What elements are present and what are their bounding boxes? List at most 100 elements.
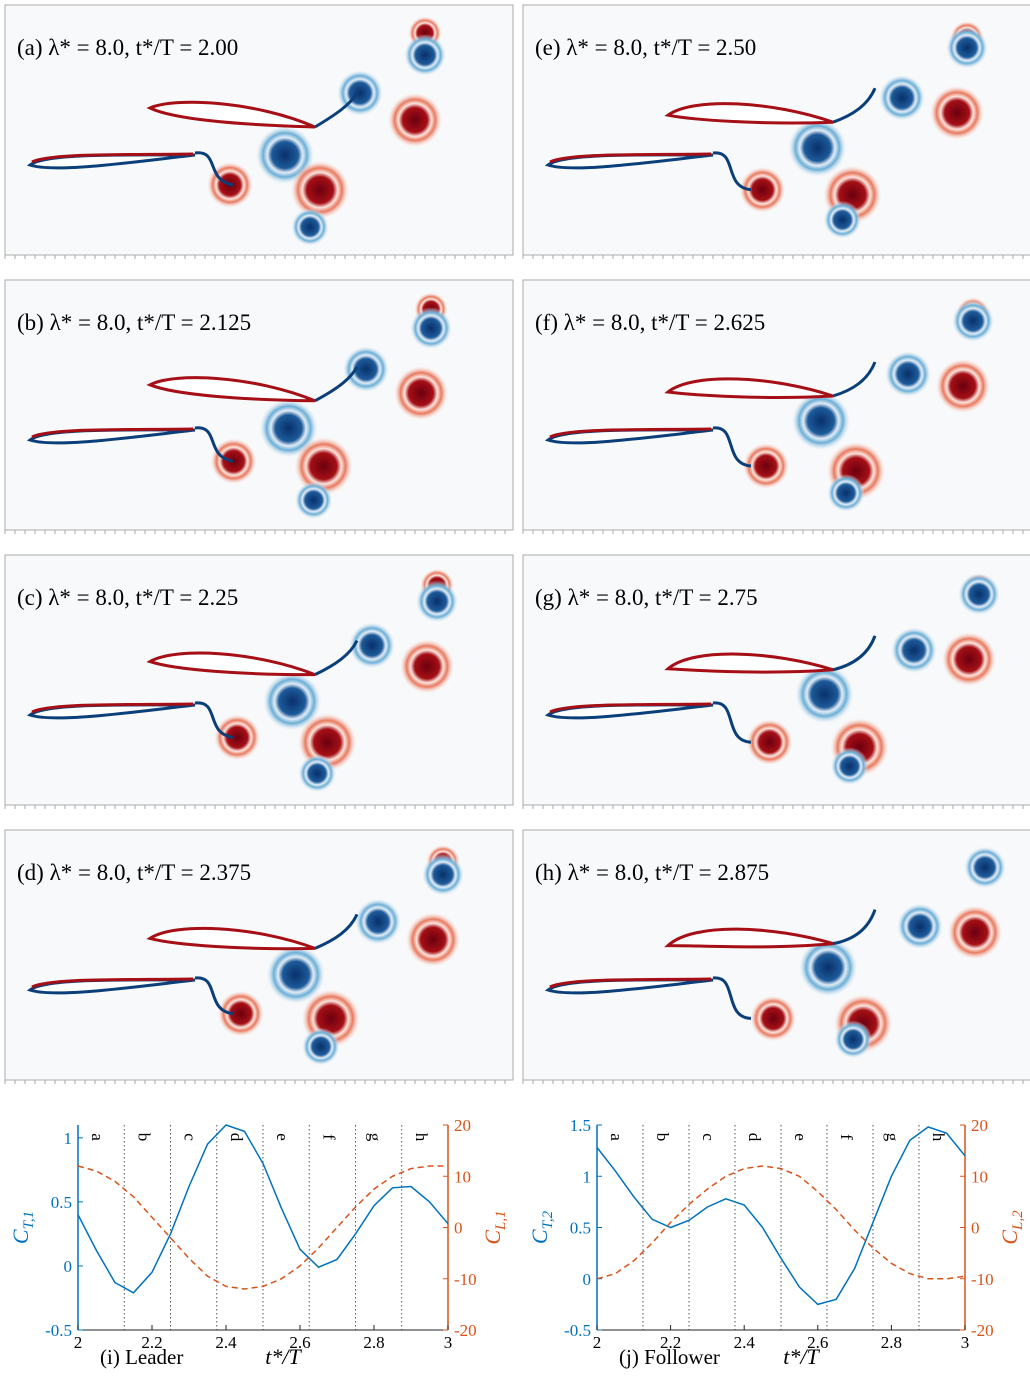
x-axis-title: t*/T xyxy=(783,1344,820,1369)
y2-tick-label: -20 xyxy=(454,1321,477,1340)
vortex xyxy=(400,639,455,694)
x-axis-title-base: t*/T xyxy=(783,1344,820,1369)
phase-label: e xyxy=(273,1133,292,1141)
page: {"panels": [ {"label": "(a) λ* = 8.0, t*… xyxy=(0,0,1030,1377)
vortex xyxy=(952,300,994,342)
vortex xyxy=(795,665,854,724)
y-axis-title-base: C xyxy=(527,1229,552,1244)
y-axis-title-sub: T,1 xyxy=(21,1211,37,1229)
y-tick-label: -0.5 xyxy=(564,1321,591,1340)
x-axis-title-base: t*/T xyxy=(265,1344,302,1369)
y2-tick-label: 20 xyxy=(454,1116,471,1135)
vortex xyxy=(388,93,443,148)
vortex xyxy=(422,854,464,896)
panel-label: (f) λ* = 8.0, t*/T = 2.625 xyxy=(535,310,765,335)
flow-panel: (f) λ* = 8.0, t*/T = 2.625 xyxy=(523,280,1030,534)
panel-label: (h) λ* = 8.0, t*/T = 2.875 xyxy=(535,860,769,885)
vortex xyxy=(343,346,389,392)
y2-tick-label: -10 xyxy=(454,1270,477,1289)
phase-label: e xyxy=(791,1133,810,1141)
phase-label: d xyxy=(745,1133,764,1142)
phase-label: b xyxy=(653,1133,672,1142)
vortex xyxy=(948,905,1003,960)
phase-label: c xyxy=(181,1133,200,1141)
vortex xyxy=(291,208,329,246)
phase-label: g xyxy=(366,1133,385,1142)
vortex xyxy=(879,75,925,121)
y-axis-title: CT,1 xyxy=(8,1211,37,1244)
x-axis-title: t*/T xyxy=(265,1344,302,1369)
y-axis-title-sub: T,2 xyxy=(540,1210,556,1229)
panel-label: (g) λ* = 8.0, t*/T = 2.75 xyxy=(535,585,758,610)
y2-axis-title-base: C xyxy=(997,1230,1022,1245)
y2-axis-title: CL,2 xyxy=(997,1210,1026,1245)
flow-panel: (g) λ* = 8.0, t*/T = 2.75 xyxy=(523,555,1030,809)
x-tick-label: 2 xyxy=(74,1333,83,1352)
vortex xyxy=(827,474,865,512)
vortex xyxy=(750,995,796,1041)
vortex xyxy=(936,359,991,414)
phase-label: h xyxy=(412,1133,431,1142)
flow-panel: (d) λ* = 8.0, t*/T = 2.375 xyxy=(5,830,513,1084)
panel-label: (e) λ* = 8.0, t*/T = 2.50 xyxy=(535,35,756,60)
chart-caption: (i) Leader xyxy=(100,1345,183,1369)
y2-tick-label: 0 xyxy=(454,1219,463,1238)
flow-panel: (h) λ* = 8.0, t*/T = 2.875 xyxy=(523,830,1030,1084)
x-tick-label: 3 xyxy=(961,1333,970,1352)
x-tick-label: 2.8 xyxy=(881,1333,902,1352)
flow-panel: (a) λ* = 8.0, t*/T = 2.00 xyxy=(5,5,513,259)
y2-tick-label: 20 xyxy=(971,1116,988,1135)
flow-panel: (b) λ* = 8.0, t*/T = 2.125 xyxy=(5,280,513,534)
x-tick-label: 2.8 xyxy=(363,1333,384,1352)
y-tick-label: 0.5 xyxy=(570,1219,591,1238)
y-tick-label: 1.5 xyxy=(570,1116,591,1135)
y2-axis-title-sub: L,1 xyxy=(493,1210,509,1231)
vortex xyxy=(885,351,931,397)
vortex xyxy=(891,627,937,673)
y-axis-title-base: C xyxy=(8,1229,33,1244)
vortex xyxy=(211,438,257,484)
phase-label: d xyxy=(227,1133,246,1142)
y-tick-label: 0 xyxy=(64,1257,73,1276)
panel-label: (c) λ* = 8.0, t*/T = 2.25 xyxy=(17,585,238,610)
x-tick-label: 2 xyxy=(593,1333,602,1352)
y2-tick-label: -10 xyxy=(971,1270,994,1289)
y2-axis-title: CL,1 xyxy=(480,1210,509,1244)
flow-panel: (e) λ* = 8.0, t*/T = 2.50 xyxy=(523,5,1030,259)
y-tick-label: 1 xyxy=(64,1129,73,1148)
vortex xyxy=(291,161,350,220)
vortex xyxy=(410,307,452,349)
vortex xyxy=(824,201,862,239)
x-tick-label: 2.4 xyxy=(215,1333,237,1352)
y2-tick-label: 10 xyxy=(454,1167,471,1186)
vortex xyxy=(218,991,264,1037)
data-line xyxy=(78,1166,448,1289)
vortex xyxy=(831,747,869,785)
phase-label: g xyxy=(883,1133,902,1142)
vortex xyxy=(930,86,985,141)
x-tick-label: 2.4 xyxy=(734,1333,756,1352)
vortex xyxy=(355,899,401,945)
phase-label: b xyxy=(134,1133,153,1142)
y2-axis-title-base: C xyxy=(480,1230,505,1245)
vortex xyxy=(788,118,847,177)
y2-axis-title-sub: L,2 xyxy=(1010,1210,1026,1231)
vortex xyxy=(416,580,458,622)
vortex xyxy=(942,632,997,687)
y-tick-label: 0 xyxy=(583,1270,592,1289)
vortex xyxy=(964,846,1006,888)
chart-caption: (j) Follower xyxy=(619,1345,720,1369)
x-tick-label: 3 xyxy=(444,1333,453,1352)
panel-label: (b) λ* = 8.0, t*/T = 2.125 xyxy=(17,310,251,335)
y-tick-label: -0.5 xyxy=(45,1321,72,1340)
y-axis-title: CT,2 xyxy=(527,1210,556,1244)
phase-label: h xyxy=(929,1133,948,1142)
vortex xyxy=(214,714,260,760)
vortex xyxy=(394,366,449,421)
vortex xyxy=(404,34,446,76)
y-tick-label: 1 xyxy=(583,1167,592,1186)
figure: (a) λ* = 8.0, t*/T = 2.00 (b) λ* = 8.0, t… xyxy=(0,0,1030,1372)
vortex xyxy=(834,1021,872,1059)
vortex xyxy=(946,27,988,69)
vortex xyxy=(406,912,461,967)
